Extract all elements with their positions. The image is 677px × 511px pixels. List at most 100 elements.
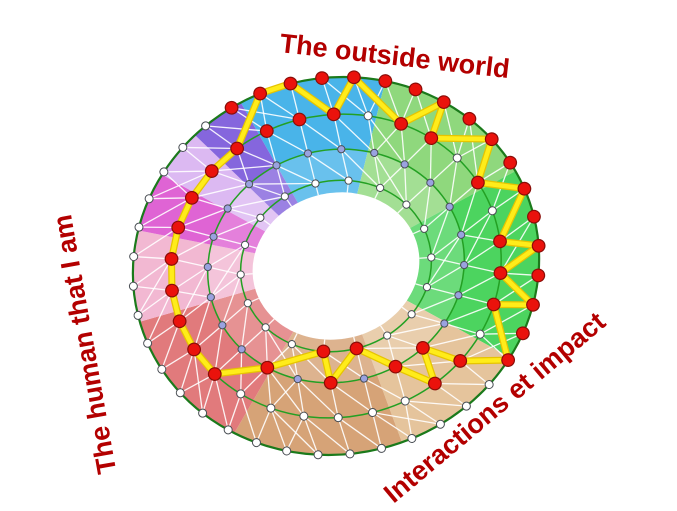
purple-node <box>426 178 435 187</box>
white-node <box>282 446 292 456</box>
sector-purple <box>195 102 298 216</box>
purple-node <box>245 180 254 189</box>
red-node <box>224 100 239 115</box>
white-node <box>159 167 169 177</box>
red-node <box>486 297 501 312</box>
white-node <box>134 222 144 232</box>
red-node <box>531 238 546 253</box>
white-node <box>266 403 276 413</box>
white-node <box>345 449 355 459</box>
red-node <box>394 116 409 131</box>
white-node <box>333 413 343 423</box>
red-node <box>531 268 546 283</box>
red-node <box>283 76 298 91</box>
red-node <box>408 82 423 97</box>
white-node <box>363 111 373 121</box>
red-node <box>517 181 532 196</box>
white-node <box>133 310 143 320</box>
purple-node <box>457 230 466 239</box>
red-node <box>493 234 507 249</box>
white-node <box>376 443 386 453</box>
sector-green <box>406 171 540 358</box>
white-node <box>311 179 320 188</box>
inner-band-highlight <box>207 149 465 383</box>
red-node <box>484 132 499 147</box>
sector-lavender <box>162 135 279 232</box>
red-node <box>503 155 518 170</box>
purple-node <box>237 345 246 354</box>
red-node <box>207 367 222 381</box>
purple-node <box>400 160 409 169</box>
red-node <box>260 360 275 375</box>
white-node <box>240 240 250 249</box>
purple-node <box>303 149 313 158</box>
red-node <box>527 209 541 224</box>
purple-node <box>206 293 215 302</box>
white-node <box>376 183 385 192</box>
white-node <box>129 252 139 262</box>
white-node <box>178 142 188 152</box>
purple-node <box>272 161 281 170</box>
white-node <box>422 283 432 292</box>
red-node <box>470 175 485 190</box>
red-node <box>165 283 179 298</box>
white-node <box>223 425 233 435</box>
red-node <box>326 107 341 122</box>
purple-node <box>223 204 232 213</box>
purple-node <box>440 319 449 328</box>
purple-node <box>460 260 469 270</box>
white-node <box>236 270 245 279</box>
white-node <box>280 192 289 201</box>
red-node <box>316 344 331 359</box>
white-node <box>407 433 417 443</box>
red-node <box>292 112 307 127</box>
white-node <box>475 329 485 339</box>
red-node <box>171 220 186 235</box>
red-node <box>253 86 268 101</box>
red-node <box>453 354 468 368</box>
white-node <box>368 408 378 418</box>
white-node <box>407 310 416 319</box>
red-node <box>230 141 245 156</box>
white-node <box>400 396 410 406</box>
red-node <box>187 342 202 357</box>
white-node <box>128 281 138 291</box>
red-node <box>515 326 530 341</box>
red-node <box>526 297 540 312</box>
purple-node <box>370 148 379 158</box>
white-node <box>461 401 471 411</box>
purple-node <box>209 232 218 241</box>
white-node <box>435 419 445 429</box>
sector-cyan <box>240 77 386 203</box>
white-node <box>243 299 252 308</box>
white-node <box>251 438 261 448</box>
white-node <box>198 408 208 418</box>
white-node <box>487 206 497 216</box>
purple-node <box>454 291 463 300</box>
white-node <box>143 338 153 348</box>
red-node <box>415 340 430 355</box>
white-node <box>427 253 436 262</box>
white-node <box>484 380 494 390</box>
purple-node <box>218 321 227 330</box>
red-node <box>378 74 393 88</box>
white-node <box>175 388 185 398</box>
red-node <box>323 375 338 390</box>
white-node <box>256 213 265 222</box>
red-node <box>259 124 274 138</box>
red-node <box>204 164 219 178</box>
white-node <box>452 153 462 163</box>
purple-node <box>445 202 454 211</box>
highlight-path <box>169 75 541 386</box>
white-node <box>201 121 211 131</box>
red-node <box>388 359 403 374</box>
red-node <box>164 252 179 266</box>
white-node <box>287 340 296 349</box>
white-node <box>236 389 246 399</box>
purple-node <box>203 262 212 272</box>
red-node <box>184 190 199 205</box>
red-node <box>501 353 516 367</box>
white-node <box>402 200 411 209</box>
red-node <box>424 131 439 146</box>
